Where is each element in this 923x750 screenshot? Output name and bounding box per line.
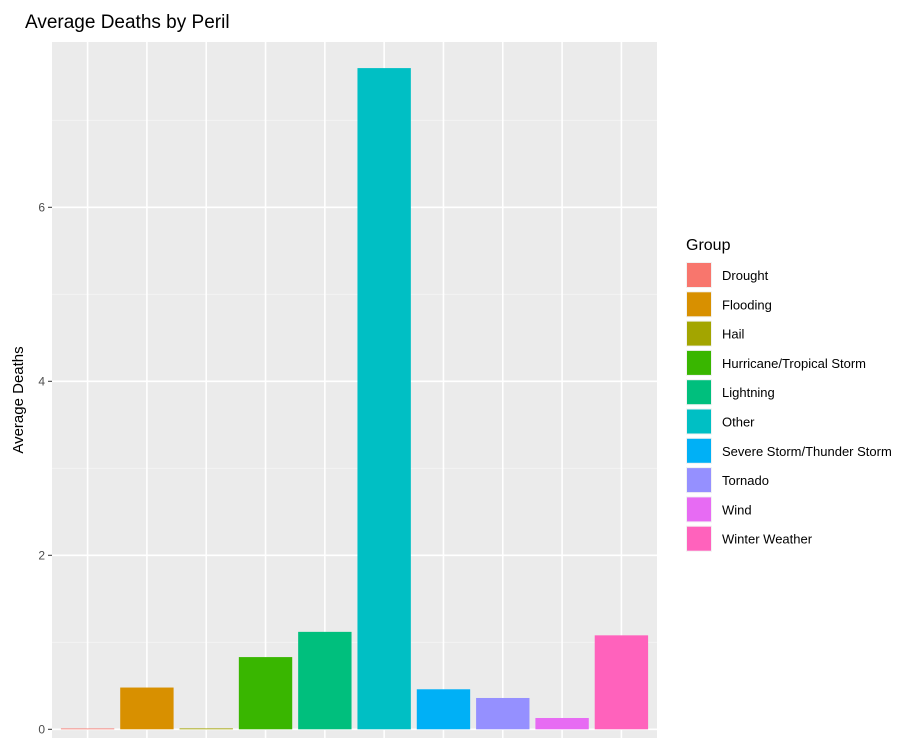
bar (179, 728, 233, 730)
legend-label: Flooding (722, 297, 772, 312)
legend-key-swatch (687, 292, 711, 317)
y-axis-title: Average Deaths (10, 346, 27, 453)
y-tick-label: 6 (38, 200, 45, 214)
legend-key-swatch (687, 468, 711, 493)
chart-title: Average Deaths by Peril (25, 12, 230, 33)
bar (535, 717, 589, 730)
bar (60, 728, 115, 730)
bar (476, 697, 530, 730)
legend-label: Hail (722, 327, 745, 342)
legend-key-swatch (687, 526, 711, 551)
legend-label: Tornado (722, 473, 769, 488)
bar (416, 689, 471, 730)
legend-label: Winter Weather (722, 532, 813, 547)
legend-key-swatch (687, 438, 711, 463)
bar (357, 68, 411, 730)
legend-label: Lightning (722, 385, 775, 400)
legend-label: Hurricane/Tropical Storm (722, 356, 866, 371)
legend-title: Group (686, 237, 731, 254)
y-axis-ticks: 0 2 4 6 (38, 200, 52, 736)
plot-panel (52, 42, 657, 738)
legend-label: Severe Storm/Thunder Storm (722, 444, 892, 459)
legend-key-swatch (687, 263, 711, 287)
legend-label: Drought (722, 268, 769, 283)
legend-key-swatch (687, 497, 711, 522)
bar (238, 657, 293, 730)
bar (594, 635, 649, 730)
y-tick-label: 2 (38, 548, 45, 562)
legend-label: Wind (722, 502, 752, 517)
legend-key-swatch (687, 380, 711, 405)
bar (298, 631, 352, 730)
legend-key-swatch (687, 409, 711, 434)
legend-key-swatch (687, 321, 711, 346)
y-tick-label: 0 (38, 722, 45, 736)
bar (120, 687, 174, 730)
legend-key-swatch (687, 350, 711, 375)
legend: Group Drought Flooding Hail Hurricane/Tropi… (686, 237, 892, 552)
bars (60, 68, 649, 730)
y-tick-label: 4 (38, 374, 45, 388)
legend-label: Other (722, 415, 755, 430)
